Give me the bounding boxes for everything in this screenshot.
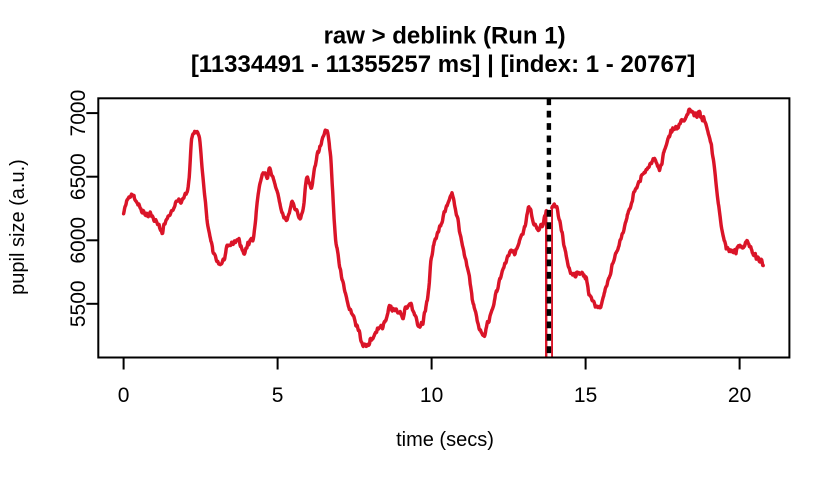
svg-text:6000: 6000	[67, 217, 90, 264]
svg-text:20: 20	[728, 384, 751, 407]
svg-text:pupil size (a.u.): pupil size (a.u.)	[7, 159, 29, 295]
svg-text:7000: 7000	[67, 90, 90, 137]
svg-text:6500: 6500	[67, 153, 90, 200]
svg-text:0: 0	[118, 384, 130, 407]
svg-text:15: 15	[574, 384, 597, 407]
svg-text:time (secs): time (secs)	[396, 429, 494, 451]
svg-text:10: 10	[420, 384, 443, 407]
svg-text:[11334491 - 11355257 ms] | [in: [11334491 - 11355257 ms] | [index: 1 - 2…	[191, 51, 695, 78]
svg-text:raw > deblink (Run 1): raw > deblink (Run 1)	[324, 22, 566, 49]
svg-text:5: 5	[272, 384, 284, 407]
svg-text:5500: 5500	[67, 280, 90, 327]
